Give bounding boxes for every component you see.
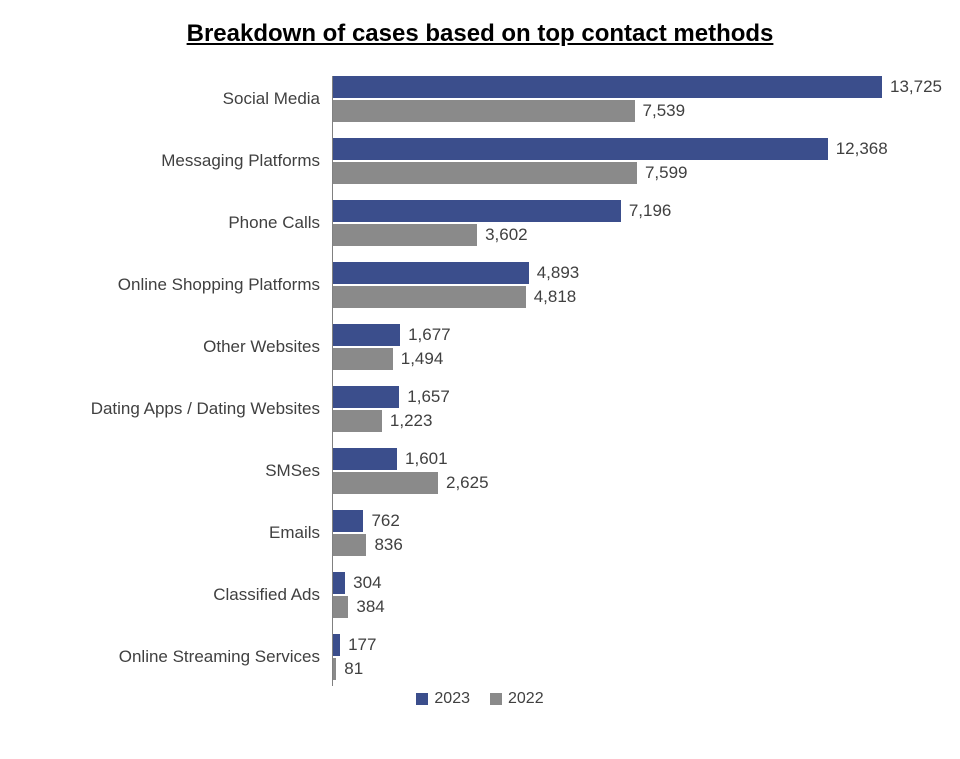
bar-value-label: 2,625 [438, 473, 489, 493]
chart-container: Breakdown of cases based on top contact … [0, 0, 960, 759]
bar-value-label: 4,893 [529, 263, 580, 283]
legend-label: 2023 [434, 690, 470, 708]
bar-value-label: 177 [340, 635, 376, 655]
category-label: SMSes [40, 461, 320, 481]
bar-value-label: 7,599 [637, 163, 688, 183]
bar-value-label: 1,601 [397, 449, 448, 469]
bar: 762 [333, 510, 363, 532]
bar-value-label: 81 [336, 659, 363, 679]
category-group: Classified Ads304384 [40, 572, 920, 618]
bar-value-label: 12,368 [828, 139, 888, 159]
bar: 81 [333, 658, 336, 680]
bar: 177 [333, 634, 340, 656]
bar: 1,494 [333, 348, 393, 370]
category-label: Other Websites [40, 337, 320, 357]
bar-value-label: 384 [348, 597, 384, 617]
bar: 1,601 [333, 448, 397, 470]
bar-value-label: 13,725 [882, 77, 942, 97]
legend-item: 2023 [416, 690, 470, 708]
legend-label: 2022 [508, 690, 544, 708]
category-group: Messaging Platforms12,3687,599 [40, 138, 920, 184]
category-label: Online Streaming Services [40, 647, 320, 667]
category-label: Online Shopping Platforms [40, 275, 320, 295]
legend-swatch [416, 693, 428, 705]
category-label: Phone Calls [40, 213, 320, 233]
bar-value-label: 1,677 [400, 325, 451, 345]
category-group: Dating Apps / Dating Websites1,6571,223 [40, 386, 920, 432]
bar: 3,602 [333, 224, 477, 246]
legend-swatch [490, 693, 502, 705]
bar-value-label: 304 [345, 573, 381, 593]
bar-value-label: 1,494 [393, 349, 444, 369]
bar: 2,625 [333, 472, 438, 494]
bar-value-label: 3,602 [477, 225, 528, 245]
bar: 7,599 [333, 162, 637, 184]
category-group: Online Shopping Platforms4,8934,818 [40, 262, 920, 308]
bar: 7,539 [333, 100, 635, 122]
bar: 1,657 [333, 386, 399, 408]
chart-title: Breakdown of cases based on top contact … [40, 20, 920, 48]
category-group: Other Websites1,6771,494 [40, 324, 920, 370]
bar-value-label: 836 [366, 535, 402, 555]
legend: 2023 2022 [40, 690, 920, 710]
category-label: Emails [40, 523, 320, 543]
category-label: Dating Apps / Dating Websites [40, 399, 320, 419]
bar: 1,677 [333, 324, 400, 346]
bar: 12,368 [333, 138, 828, 160]
bar-value-label: 1,657 [399, 387, 450, 407]
bar: 7,196 [333, 200, 621, 222]
category-label: Classified Ads [40, 585, 320, 605]
bar: 1,223 [333, 410, 382, 432]
category-label: Social Media [40, 89, 320, 109]
category-group: SMSes1,6012,625 [40, 448, 920, 494]
category-group: Phone Calls7,1963,602 [40, 200, 920, 246]
plot-area: 20232022 Social Media13,7257,539Messagin… [40, 76, 920, 706]
bar-value-label: 7,196 [621, 201, 672, 221]
bar: 4,893 [333, 262, 529, 284]
bar: 384 [333, 596, 348, 618]
category-label: Messaging Platforms [40, 151, 320, 171]
legend-item: 2022 [490, 690, 544, 708]
bar-value-label: 7,539 [635, 101, 686, 121]
category-group: Online Streaming Services17781 [40, 634, 920, 680]
bar: 4,818 [333, 286, 526, 308]
bar: 836 [333, 534, 366, 556]
bar-value-label: 4,818 [526, 287, 577, 307]
bar-value-label: 1,223 [382, 411, 433, 431]
bar: 13,725 [333, 76, 882, 98]
category-group: Emails762836 [40, 510, 920, 556]
bar: 304 [333, 572, 345, 594]
bar-value-label: 762 [363, 511, 399, 531]
category-group: Social Media13,7257,539 [40, 76, 920, 122]
